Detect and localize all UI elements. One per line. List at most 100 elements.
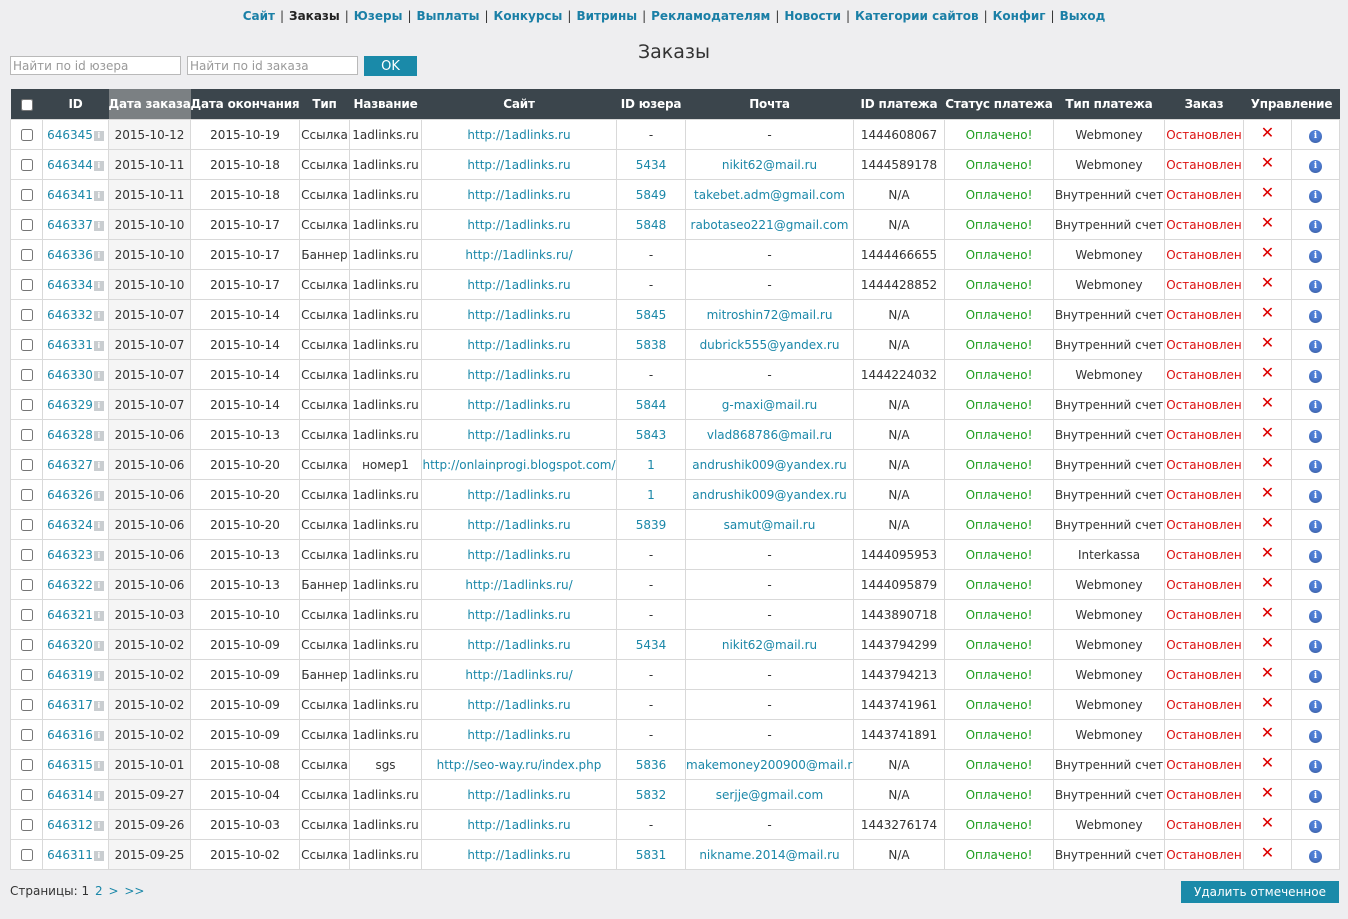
order-id-link[interactable]: 646324: [47, 517, 93, 532]
order-id-link[interactable]: 646329: [47, 397, 93, 412]
column-header[interactable]: Почта: [685, 89, 854, 120]
order-id-link[interactable]: 646323: [47, 547, 93, 562]
info-square-icon[interactable]: i: [93, 430, 104, 441]
nav-link[interactable]: Конкурсы: [493, 9, 563, 23]
info-circle-icon[interactable]: i: [1309, 730, 1322, 743]
info-circle-icon[interactable]: i: [1309, 580, 1322, 593]
order-id-link[interactable]: 646319: [47, 667, 93, 682]
row-checkbox[interactable]: [20, 189, 33, 201]
row-checkbox[interactable]: [20, 339, 33, 351]
site-link[interactable]: http://seo-way.ru/index.php: [436, 757, 602, 772]
info-square-icon[interactable]: i: [93, 370, 104, 381]
order-id-link[interactable]: 646317: [47, 697, 93, 712]
row-checkbox[interactable]: [20, 639, 33, 651]
delete-x-icon[interactable]: ✕: [1260, 813, 1275, 832]
user-id-link[interactable]: 5844: [635, 397, 667, 412]
row-checkbox[interactable]: [20, 759, 33, 771]
site-link[interactable]: http://1adlinks.ru: [467, 517, 571, 532]
user-id-link[interactable]: 5434: [635, 157, 667, 172]
delete-x-icon[interactable]: ✕: [1260, 663, 1275, 682]
info-circle-icon[interactable]: i: [1309, 550, 1322, 563]
delete-x-icon[interactable]: ✕: [1260, 693, 1275, 712]
user-id-link[interactable]: 1: [647, 457, 655, 472]
delete-x-icon[interactable]: ✕: [1260, 783, 1275, 802]
column-header[interactable]: ID юзера: [616, 89, 686, 120]
nav-link[interactable]: Конфиг: [992, 9, 1046, 23]
row-checkbox[interactable]: [20, 279, 33, 291]
row-checkbox[interactable]: [20, 429, 33, 441]
delete-x-icon[interactable]: ✕: [1260, 483, 1275, 502]
user-id-link[interactable]: 5848: [635, 217, 667, 232]
site-link[interactable]: http://1adlinks.ru: [467, 217, 571, 232]
info-square-icon[interactable]: i: [93, 550, 104, 561]
order-id-link[interactable]: 646337: [47, 217, 93, 232]
site-link[interactable]: http://1adlinks.ru: [467, 637, 571, 652]
row-checkbox[interactable]: [20, 159, 33, 171]
info-circle-icon[interactable]: i: [1309, 400, 1322, 413]
user-id-link[interactable]: 5839: [635, 517, 667, 532]
info-square-icon[interactable]: i: [93, 250, 104, 261]
email-link[interactable]: nikname.2014@mail.ru: [699, 847, 840, 862]
info-circle-icon[interactable]: i: [1309, 640, 1322, 653]
delete-selected-button[interactable]: Удалить отмеченное: [1181, 881, 1339, 903]
site-link[interactable]: http://1adlinks.ru: [467, 697, 571, 712]
info-circle-icon[interactable]: i: [1309, 130, 1322, 143]
email-link[interactable]: serjje@gmail.com: [715, 787, 824, 802]
info-square-icon[interactable]: i: [93, 280, 104, 291]
info-square-icon[interactable]: i: [93, 790, 104, 801]
delete-x-icon[interactable]: ✕: [1260, 153, 1275, 172]
site-link[interactable]: http://1adlinks.ru: [467, 127, 571, 142]
info-square-icon[interactable]: i: [93, 160, 104, 171]
delete-x-icon[interactable]: ✕: [1260, 753, 1275, 772]
user-id-link[interactable]: 5434: [635, 637, 667, 652]
nav-link[interactable]: Выход: [1059, 9, 1106, 23]
email-link[interactable]: g-maxi@mail.ru: [721, 397, 818, 412]
pagination-page-2[interactable]: 2: [94, 884, 103, 898]
row-checkbox[interactable]: [20, 489, 33, 501]
info-square-icon[interactable]: i: [93, 580, 104, 591]
info-square-icon[interactable]: i: [93, 610, 104, 621]
order-id-link[interactable]: 646332: [47, 307, 93, 322]
info-circle-icon[interactable]: i: [1309, 220, 1322, 233]
email-link[interactable]: makemoney200900@mail.ru: [686, 757, 854, 772]
row-checkbox[interactable]: [20, 699, 33, 711]
info-square-icon[interactable]: i: [93, 130, 104, 141]
info-square-icon[interactable]: i: [93, 220, 104, 231]
site-link[interactable]: http://1adlinks.ru: [467, 157, 571, 172]
nav-link[interactable]: Заказы: [289, 9, 340, 23]
site-link[interactable]: http://1adlinks.ru: [467, 847, 571, 862]
delete-x-icon[interactable]: ✕: [1260, 513, 1275, 532]
order-id-link[interactable]: 646320: [47, 637, 93, 652]
column-header[interactable]: Сайт: [421, 89, 617, 120]
info-circle-icon[interactable]: i: [1309, 160, 1322, 173]
info-square-icon[interactable]: i: [93, 700, 104, 711]
nav-link[interactable]: Юзеры: [353, 9, 403, 23]
delete-x-icon[interactable]: ✕: [1260, 453, 1275, 472]
column-header[interactable]: Название: [349, 89, 422, 120]
column-header[interactable]: ID: [42, 89, 109, 120]
order-id-link[interactable]: 646336: [47, 247, 93, 262]
column-header[interactable]: ID платежа: [853, 89, 945, 120]
nav-link[interactable]: Категории сайтов: [855, 9, 979, 23]
info-circle-icon[interactable]: i: [1309, 280, 1322, 293]
order-id-link[interactable]: 646328: [47, 427, 93, 442]
site-link[interactable]: http://1adlinks.ru: [467, 547, 571, 562]
delete-x-icon[interactable]: ✕: [1260, 843, 1275, 862]
order-id-link[interactable]: 646326: [47, 487, 93, 502]
row-checkbox[interactable]: [20, 819, 33, 831]
site-link[interactable]: http://1adlinks.ru: [467, 487, 571, 502]
nav-link[interactable]: Сайт: [242, 9, 275, 23]
delete-x-icon[interactable]: ✕: [1260, 723, 1275, 742]
pagination-last[interactable]: >>: [124, 884, 145, 898]
delete-x-icon[interactable]: ✕: [1260, 633, 1275, 652]
site-link[interactable]: http://onlainprogi.blogspot.com/: [422, 457, 616, 472]
email-link[interactable]: vlad868786@mail.ru: [706, 427, 833, 442]
site-link[interactable]: http://1adlinks.ru: [467, 727, 571, 742]
site-link[interactable]: http://1adlinks.ru: [467, 607, 571, 622]
row-checkbox[interactable]: [20, 249, 33, 261]
order-id-link[interactable]: 646316: [47, 727, 93, 742]
row-checkbox[interactable]: [20, 399, 33, 411]
search-order-id-input[interactable]: [187, 56, 358, 75]
site-link[interactable]: http://1adlinks.ru: [467, 337, 571, 352]
info-circle-icon[interactable]: i: [1309, 670, 1322, 683]
